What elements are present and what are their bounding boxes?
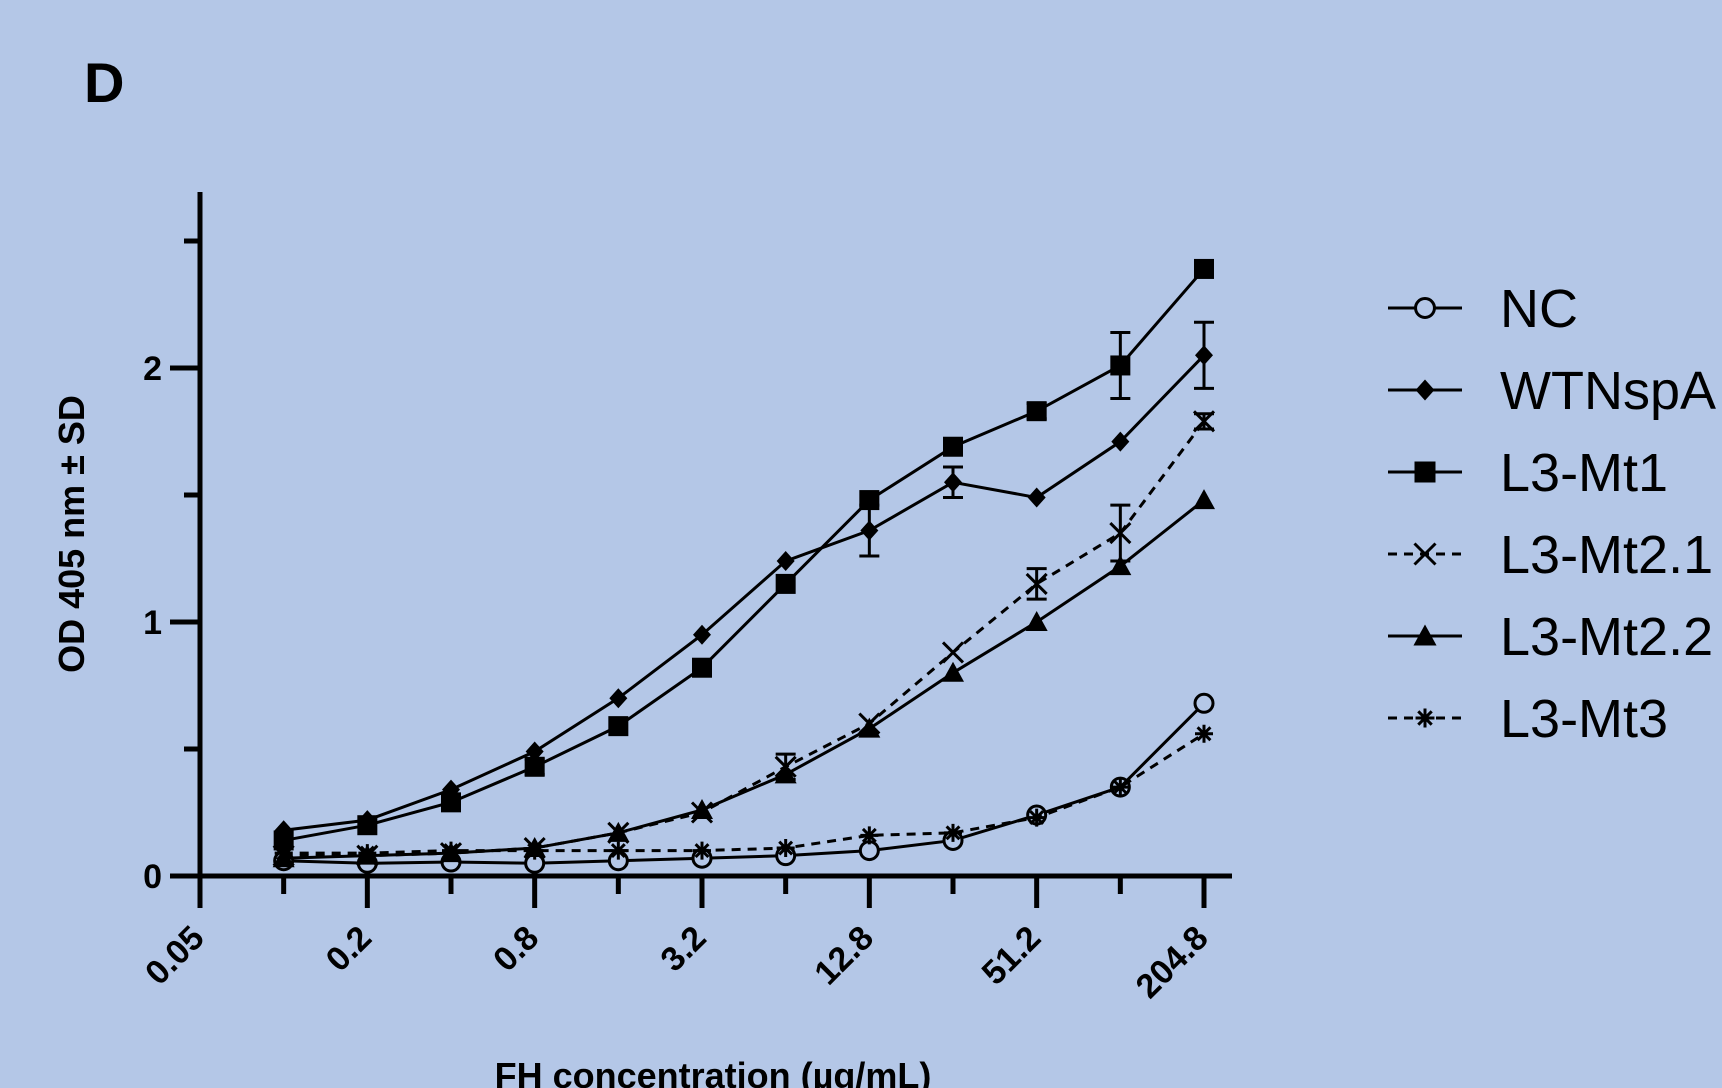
legend-label: NC (1500, 279, 1578, 339)
square-marker (1194, 258, 1214, 279)
panel-label: D (84, 51, 124, 114)
asterisk-marker (525, 841, 544, 860)
square-marker (1026, 401, 1047, 422)
y-tick-label: 1 (143, 604, 162, 642)
square-marker (692, 657, 712, 678)
x-tick-label: 0.05 (138, 919, 212, 993)
square-marker (1110, 355, 1131, 376)
legend-label: L3-Mt3 (1500, 689, 1668, 749)
series-L3-Mt2.1 (272, 410, 1216, 867)
x-tick-label: 0.2 (319, 919, 379, 979)
square-marker (943, 436, 963, 457)
square-marker (775, 573, 796, 594)
series-line (283, 420, 1206, 858)
legend: NC WTNspA L3-Mt1 L3-Mt2.1 L3-Mt2.2 L3-Mt3 (1388, 279, 1716, 749)
series-L3-Mt1 (273, 258, 1214, 851)
square-marker (1414, 461, 1436, 483)
triangle-marker (942, 661, 964, 682)
series-L3-Mt2.2 (272, 489, 1215, 868)
diamond-marker (693, 624, 711, 645)
legend-label: L3-Mt1 (1500, 443, 1668, 503)
x-tick-label: 51.2 (975, 919, 1049, 993)
asterisk-marker (358, 844, 377, 863)
square-marker (441, 792, 461, 813)
legend-label: L3-Mt2.2 (1500, 607, 1713, 667)
asterisk-marker (1111, 778, 1130, 797)
square-marker (608, 716, 629, 737)
asterisk-marker (1195, 724, 1213, 743)
series-NC (273, 692, 1215, 874)
asterisk-marker (442, 841, 460, 860)
asterisk-marker (274, 844, 293, 863)
legend-item: L3-Mt2.2 (1388, 607, 1713, 667)
x-tick-label: 0.8 (486, 919, 546, 979)
y-axis-title: OD 405 nm ± SD (51, 395, 92, 673)
x-tick-label: 3.2 (653, 919, 713, 979)
triangle-marker (691, 798, 713, 819)
square-marker (357, 815, 378, 836)
axes: 0 1 2 0.05 0.2 0.8 3.2 12.8 51.2 204.8 (138, 192, 1232, 1006)
legend-label: L3-Mt2.1 (1500, 525, 1713, 585)
diamond-marker (776, 551, 795, 572)
cross-marker (1192, 410, 1216, 433)
diamond-marker (944, 472, 962, 493)
square-marker (524, 756, 545, 777)
square-marker (273, 830, 294, 851)
series-L3-Mt3 (274, 724, 1213, 863)
triangle-marker (1109, 555, 1132, 576)
diamond-marker (1111, 431, 1130, 452)
triangle-marker (858, 717, 881, 738)
asterisk-marker (776, 839, 795, 858)
legend-item: L3-Mt3 (1388, 689, 1668, 749)
cross-marker (1109, 522, 1132, 545)
asterisk-marker (693, 841, 711, 860)
diamond-marker (525, 741, 544, 762)
series-line (283, 267, 1206, 842)
diamond-marker (609, 688, 628, 709)
series-WTNspA (274, 320, 1214, 841)
x-axis-title: FH concentration (µg/mL) (495, 1055, 932, 1088)
legend-label: WTNspA (1500, 361, 1716, 421)
series-line (283, 702, 1206, 865)
series-line (283, 354, 1206, 832)
asterisk-marker (860, 826, 879, 845)
asterisk-marker (609, 841, 628, 860)
triangle-marker (1413, 624, 1437, 646)
y-tick-label: 0 (143, 858, 162, 896)
diamond-marker (1027, 487, 1046, 508)
cross-marker (1025, 572, 1048, 595)
series-layer (272, 258, 1216, 874)
x-tick-label: 12.8 (807, 919, 881, 993)
diamond-marker (1195, 345, 1213, 366)
legend-item: L3-Mt1 (1388, 443, 1668, 503)
asterisk-marker (944, 823, 962, 842)
cross-marker (941, 641, 965, 664)
cross-marker (1413, 542, 1437, 566)
legend-item: L3-Mt2.1 (1388, 525, 1713, 585)
diamond-marker (1415, 379, 1435, 401)
open-circle-marker (1193, 692, 1215, 714)
open-circle-marker (1414, 297, 1436, 319)
asterisk-marker (1415, 708, 1435, 728)
diamond-marker (860, 520, 879, 541)
triangle-marker (1193, 489, 1215, 510)
triangle-marker (774, 763, 797, 784)
x-tick-label: 204.8 (1129, 919, 1216, 1006)
legend-item: NC (1388, 279, 1578, 339)
square-marker (859, 490, 880, 511)
series-line (283, 732, 1205, 855)
asterisk-marker (1027, 808, 1046, 827)
triangle-marker (1025, 611, 1048, 631)
legend-item: WTNspA (1388, 361, 1716, 421)
series-line (283, 498, 1205, 860)
triangle-marker (607, 821, 630, 842)
y-tick-label: 2 (143, 350, 162, 388)
